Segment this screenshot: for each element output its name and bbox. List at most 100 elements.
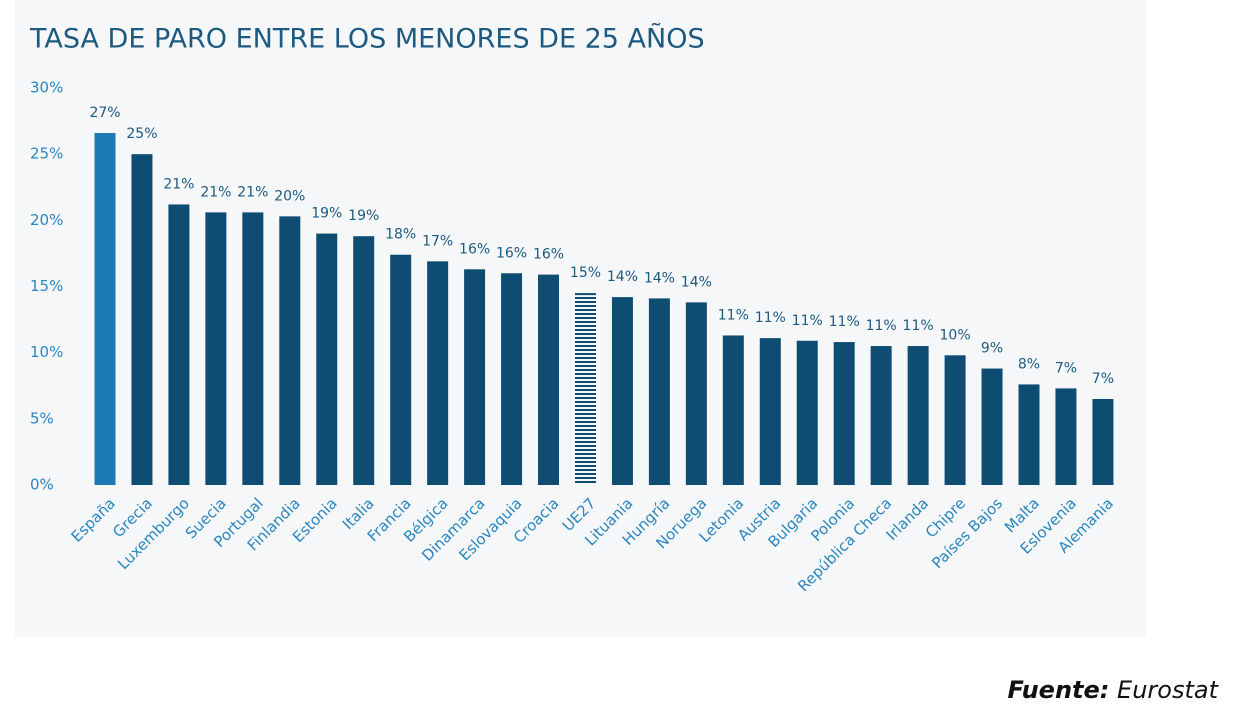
bar [648,298,670,485]
bar-stripe [574,441,596,443]
bar-stripe [574,433,596,435]
value-label: 16% [459,241,490,257]
bar [279,216,301,485]
bar-stripe [574,389,596,391]
value-label: 11% [829,314,860,330]
bar-stripe [574,329,596,331]
bar-stripe [574,401,596,403]
value-label: 11% [792,313,823,329]
value-label: 25% [126,126,157,142]
bar-stripe [574,473,596,475]
source-text: Eurostat [1117,676,1220,704]
bar-stripe [574,445,596,447]
bar-stripe [574,341,596,343]
value-label: 18% [385,227,416,243]
bar-stripe [574,385,596,387]
value-label: 15% [570,265,601,281]
bar-stripe [574,317,596,319]
bar-stripe [574,293,596,296]
bar [501,273,523,485]
bar-stripe [574,365,596,367]
value-label: 21% [163,176,194,192]
chart-title: TASA DE PARO ENTRE LOS MENORES DE 25 AÑO… [29,23,705,55]
value-label: 16% [533,247,564,263]
bar-stripe [574,429,596,431]
bar [242,212,264,486]
bar-stripe [574,313,596,315]
value-label: 17% [422,233,453,249]
bar-stripe [574,413,596,415]
bar [1018,384,1040,485]
value-label: 14% [607,269,638,285]
bar [907,346,929,485]
bar [759,338,781,485]
value-label: 8% [1018,356,1040,372]
value-label: 21% [237,184,268,200]
bar-stripe [574,453,596,455]
bar-stripe [574,417,596,419]
bar-stripe [574,437,596,439]
bar-stripe [574,397,596,399]
value-label: 11% [903,318,934,334]
bar-stripe [574,465,596,467]
value-label: 9% [981,341,1003,357]
bar [94,132,116,485]
bar-stripe [574,337,596,339]
bar-stripe [574,425,596,427]
bar-stripe [574,301,596,303]
value-label: 11% [718,307,749,323]
bar-stripe [574,349,596,351]
bar-stripe [574,333,596,335]
bar [427,261,449,485]
bar [685,302,707,485]
bar-stripe [574,481,596,483]
bar [538,274,560,485]
value-label: 14% [644,270,675,286]
bar [316,233,338,485]
bar [1092,398,1114,485]
bar [390,254,412,485]
bar [944,355,966,485]
value-label: 7% [1092,371,1114,387]
bar-stripe [574,373,596,375]
bar-stripe [574,421,596,423]
y-tick-label: 20% [30,211,63,229]
y-tick-label: 25% [30,145,63,163]
y-tick-label: 30% [30,79,63,97]
bar [574,293,596,483]
bar-stripe [574,449,596,451]
bar-stripe [574,405,596,407]
source-label: Fuente: [1007,676,1109,704]
value-label: 11% [866,318,897,334]
bar-stripe [574,297,596,299]
bar [796,340,818,485]
bar-stripe [574,369,596,371]
bar [464,269,486,485]
value-label: 19% [311,206,342,222]
bar [1055,388,1077,485]
bar [833,342,855,485]
bar-stripe [574,457,596,459]
bar-stripe [574,321,596,323]
value-label: 11% [755,310,786,326]
bar-stripe [574,477,596,479]
bar [168,204,190,485]
value-label: 19% [348,208,379,224]
bar-stripe [574,461,596,463]
y-tick-label: 0% [30,476,54,494]
bar [205,212,227,486]
bar-stripe [574,469,596,471]
bar-stripe [574,353,596,355]
y-tick-label: 10% [30,343,63,361]
y-tick-label: 5% [30,409,54,427]
bar [870,346,892,485]
bar-stripe [574,381,596,383]
bar [981,368,1003,485]
bar-stripe [574,345,596,347]
value-label: 14% [681,274,712,290]
y-tick-label: 15% [30,277,63,295]
bar-stripe [574,309,596,311]
bar-stripe [574,325,596,327]
